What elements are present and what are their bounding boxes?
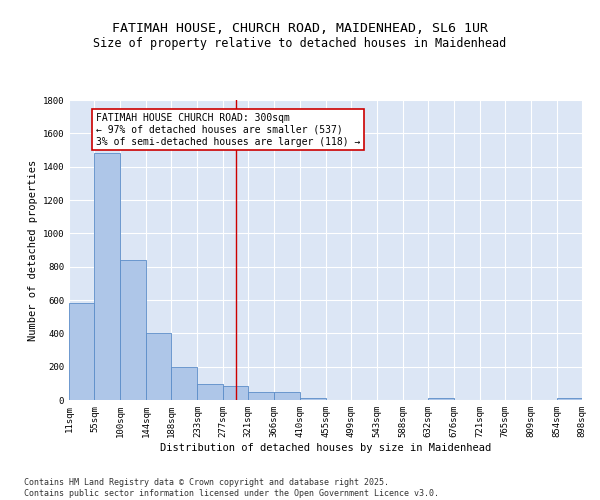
Text: Size of property relative to detached houses in Maidenhead: Size of property relative to detached ho… (94, 38, 506, 51)
Bar (223, 386, 248, 400)
Y-axis label: Number of detached properties: Number of detached properties (28, 160, 38, 340)
Bar (428, 398, 454, 400)
Bar (274, 392, 300, 400)
X-axis label: Distribution of detached houses by size in Maidenhead: Distribution of detached houses by size … (160, 442, 491, 452)
Bar (69, 304, 94, 400)
Bar (557, 398, 582, 400)
Bar (300, 398, 326, 400)
Bar (197, 384, 223, 400)
Text: FATIMAH HOUSE, CHURCH ROAD, MAIDENHEAD, SL6 1UR: FATIMAH HOUSE, CHURCH ROAD, MAIDENHEAD, … (112, 22, 488, 36)
Bar (94, 154, 121, 400)
Text: Contains HM Land Registry data © Crown copyright and database right 2025.
Contai: Contains HM Land Registry data © Crown c… (24, 478, 439, 498)
Bar (121, 260, 146, 400)
Bar (248, 392, 274, 400)
Bar (172, 366, 197, 400)
Text: FATIMAH HOUSE CHURCH ROAD: 300sqm
← 97% of detached houses are smaller (537)
3% : FATIMAH HOUSE CHURCH ROAD: 300sqm ← 97% … (95, 114, 360, 146)
Bar (146, 334, 172, 400)
